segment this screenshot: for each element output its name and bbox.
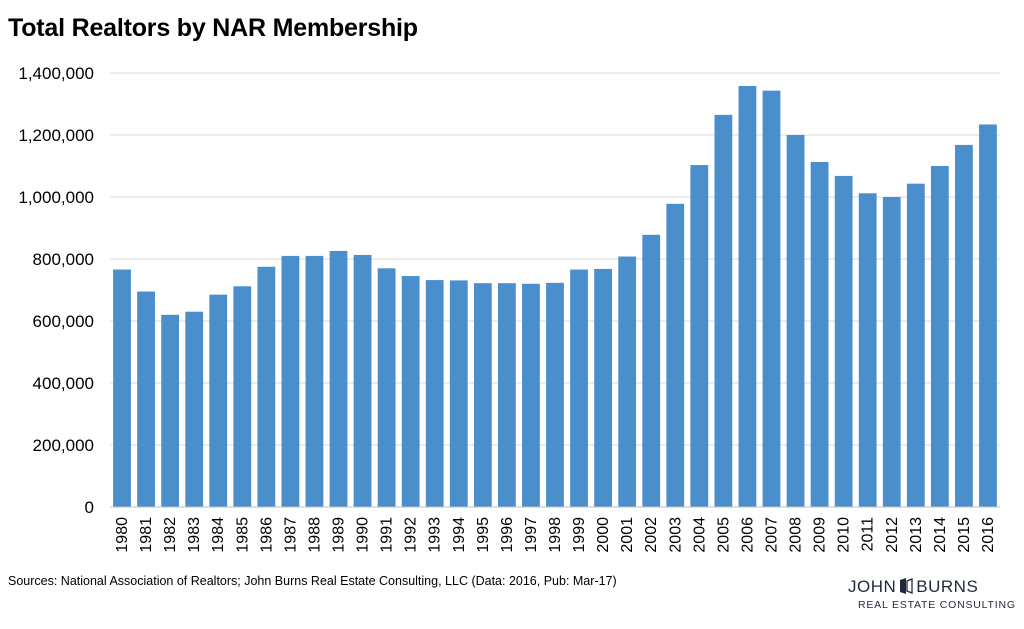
bar-2003 (666, 203, 685, 507)
bar-1985 (233, 286, 252, 507)
x-tick-label: 2008 (788, 517, 805, 553)
company-logo: JOHN BURNS REAL ESTATE CONSULTING (848, 577, 1015, 617)
bar-2011 (858, 193, 877, 507)
y-tick-label: 1,400,000 (18, 64, 94, 83)
bar-1992 (401, 276, 420, 507)
x-tick-label: 2000 (595, 517, 612, 553)
x-tick-label: 1982 (162, 517, 179, 553)
x-tick-label: 2006 (739, 517, 756, 553)
x-tick-label: 1987 (282, 517, 299, 553)
x-tick-label: 1985 (234, 517, 251, 553)
x-tick-label: 2009 (812, 517, 829, 553)
bar-1980 (113, 269, 131, 507)
x-tick-label: 2014 (932, 517, 949, 553)
bar-2004 (690, 165, 709, 507)
bar-1981 (137, 291, 155, 507)
y-tick-label: 800,000 (33, 250, 94, 269)
x-tick-label: 2004 (691, 517, 708, 553)
x-tick-label: 2002 (643, 517, 660, 553)
bar-1993 (425, 280, 444, 507)
x-tick-label: 1984 (210, 517, 227, 553)
source-note: Sources: National Association of Realtor… (8, 574, 617, 588)
bar-1997 (522, 283, 540, 507)
x-tick-label: 1997 (523, 517, 540, 553)
x-tick-label: 1981 (138, 517, 155, 553)
bar-1982 (161, 314, 180, 507)
x-tick-label: 1988 (306, 517, 323, 553)
logo-john: JOHN (848, 577, 897, 596)
bar-1986 (257, 266, 276, 507)
y-axis-ticks: 0 200,000 400,000 600,000 800,000 1,000,000 1,… (18, 64, 94, 517)
bars (113, 86, 997, 508)
bar-2008 (786, 135, 805, 507)
x-tick-label: 1996 (499, 517, 516, 553)
y-tick-label: 400,000 (33, 374, 94, 393)
x-tick-label: 1986 (258, 517, 275, 553)
x-tick-label: 1989 (331, 517, 348, 553)
x-tick-label: 2010 (836, 517, 853, 553)
logo-subtitle: REAL ESTATE CONSULTING (858, 599, 1016, 611)
logo-wordmark: JOHN BURNS (848, 577, 978, 597)
x-tick-label: 1992 (403, 517, 420, 553)
x-tick-label: 1983 (186, 517, 203, 553)
x-tick-label: 1994 (451, 517, 468, 553)
x-tick-label: 1980 (114, 517, 131, 553)
x-tick-label: 1991 (379, 517, 396, 553)
logo-mark-icon (900, 578, 913, 594)
bar-2002 (642, 234, 661, 507)
x-tick-label: 2003 (667, 517, 684, 553)
bar-1998 (546, 282, 564, 507)
bar-2001 (618, 256, 637, 507)
x-tick-label: 1990 (355, 517, 372, 553)
bar-2014 (930, 166, 949, 507)
x-tick-label: 2011 (860, 517, 877, 552)
bar-2010 (834, 175, 853, 508)
bar-1988 (305, 255, 324, 507)
bar-1996 (497, 283, 516, 507)
x-tick-label: 1998 (547, 517, 564, 553)
x-tick-label: 1999 (571, 517, 588, 553)
x-tick-label: 2012 (884, 517, 901, 553)
x-tick-label: 2016 (980, 517, 997, 553)
y-tick-label: 1,200,000 (18, 126, 94, 145)
bar-1994 (449, 280, 468, 507)
y-tick-label: 600,000 (33, 312, 94, 331)
bar-1991 (377, 268, 396, 507)
x-tick-label: 2013 (908, 517, 925, 553)
bar-2012 (882, 197, 901, 507)
x-tick-label: 2001 (619, 517, 636, 553)
x-tick-label: 1995 (475, 517, 492, 553)
y-tick-label: 0 (85, 498, 94, 517)
bar-2009 (810, 161, 829, 507)
y-tick-label: 200,000 (33, 436, 94, 455)
bar-1999 (570, 269, 588, 507)
bar-1987 (281, 255, 300, 507)
x-tick-label: 2005 (715, 517, 732, 553)
x-axis-ticks: 1980 1981 1982 1983 1984 1985 1986 1987 1988 1989… (114, 517, 997, 553)
chart-title: Total Realtors by NAR Membership (8, 14, 418, 42)
bar-2015 (955, 144, 973, 508)
bar-1990 (353, 254, 372, 507)
y-tick-label: 1,000,000 (18, 188, 94, 207)
bar-1984 (209, 294, 228, 507)
logo-burns: BURNS (916, 577, 979, 596)
bar-1983 (185, 311, 204, 507)
bar-1995 (473, 283, 492, 507)
bar-2013 (906, 183, 925, 508)
bar-2007 (762, 90, 781, 508)
bar-2016 (979, 124, 997, 508)
bar-2000 (594, 268, 613, 507)
x-tick-label: 2015 (956, 517, 973, 553)
x-tick-label: 2007 (763, 517, 780, 553)
x-tick-label: 1993 (427, 517, 444, 553)
bar-1989 (329, 250, 348, 507)
bar-2006 (738, 86, 757, 508)
bar-2005 (714, 114, 733, 507)
